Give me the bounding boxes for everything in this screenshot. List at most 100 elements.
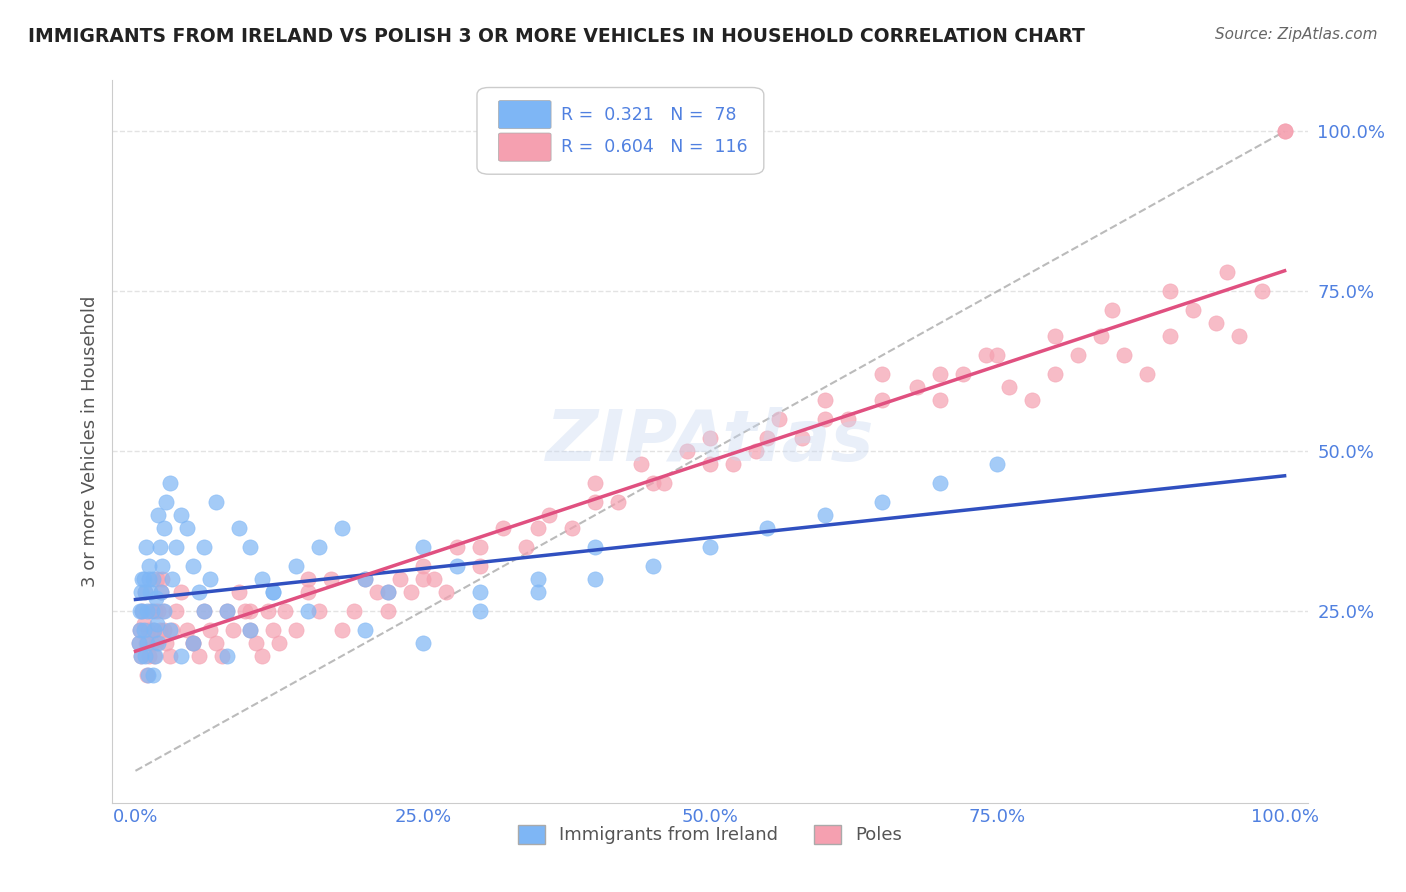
Point [138, 572, 160, 586]
Point [239, 604, 262, 618]
Point [176, 623, 198, 637]
Point [135, 540, 157, 554]
Point [354, 572, 377, 586]
Point [146, 572, 169, 586]
Point [134, 648, 156, 663]
Point [153, 521, 176, 535]
Point [297, 572, 319, 586]
Point [756, 521, 779, 535]
Point [1112, 348, 1135, 362]
Point [165, 540, 187, 554]
Point [128, 636, 150, 650]
Point [153, 604, 176, 618]
Point [366, 584, 388, 599]
Point [1274, 124, 1296, 138]
Point [181, 636, 204, 650]
Point [148, 636, 170, 650]
Point [928, 368, 950, 382]
Point [1227, 329, 1250, 343]
Point [132, 623, 155, 637]
Point [165, 604, 187, 618]
Point [143, 648, 166, 663]
Point [1274, 124, 1296, 138]
Legend: Immigrants from Ireland, Poles: Immigrants from Ireland, Poles [510, 818, 910, 852]
Point [262, 584, 284, 599]
Point [330, 623, 353, 637]
Point [129, 648, 152, 663]
Point [412, 572, 434, 586]
Point [131, 604, 153, 618]
Point [297, 604, 319, 618]
Point [143, 604, 166, 618]
Point [129, 648, 152, 663]
FancyBboxPatch shape [499, 133, 551, 161]
Point [837, 412, 859, 426]
Point [583, 495, 606, 509]
Point [745, 444, 768, 458]
Point [446, 540, 468, 554]
Point [142, 572, 165, 586]
Point [145, 636, 167, 650]
Point [412, 559, 434, 574]
Point [228, 521, 250, 535]
Point [142, 623, 165, 637]
Point [187, 584, 209, 599]
Point [1136, 368, 1159, 382]
Point [269, 636, 291, 650]
Point [136, 636, 159, 650]
Point [211, 648, 233, 663]
Point [1043, 329, 1066, 343]
Point [170, 508, 193, 522]
Point [162, 572, 183, 586]
Point [1090, 329, 1112, 343]
Point [354, 623, 377, 637]
Point [129, 584, 152, 599]
Point [129, 623, 152, 637]
Point [149, 623, 172, 637]
Text: Source: ZipAtlas.com: Source: ZipAtlas.com [1215, 27, 1378, 42]
Point [256, 604, 278, 618]
Point [652, 476, 675, 491]
Point [285, 559, 308, 574]
Point [187, 648, 209, 663]
Point [583, 572, 606, 586]
Point [470, 540, 492, 554]
Point [228, 584, 250, 599]
Point [136, 604, 159, 618]
Point [193, 604, 215, 618]
Point [193, 604, 215, 618]
Point [641, 476, 664, 491]
Point [181, 636, 204, 650]
Point [561, 521, 583, 535]
Point [136, 668, 159, 682]
Point [129, 623, 152, 637]
Point [928, 392, 950, 407]
Point [198, 623, 221, 637]
Point [217, 604, 239, 618]
Point [1159, 329, 1181, 343]
Point [872, 368, 894, 382]
Point [492, 521, 515, 535]
Point [790, 431, 813, 445]
Point [377, 584, 399, 599]
Point [538, 508, 561, 522]
Text: R =  0.604   N =  116: R = 0.604 N = 116 [561, 138, 747, 156]
Point [149, 584, 172, 599]
Point [630, 457, 652, 471]
Point [1043, 368, 1066, 382]
FancyBboxPatch shape [499, 101, 551, 128]
Point [134, 584, 156, 599]
Point [434, 584, 457, 599]
Point [239, 540, 262, 554]
Point [974, 348, 997, 362]
Point [131, 572, 153, 586]
Point [217, 648, 239, 663]
Point [756, 431, 779, 445]
Point [129, 604, 152, 618]
Point [205, 495, 228, 509]
Point [152, 604, 174, 618]
Point [1101, 303, 1123, 318]
Point [412, 540, 434, 554]
Point [128, 636, 150, 650]
FancyBboxPatch shape [477, 87, 763, 174]
